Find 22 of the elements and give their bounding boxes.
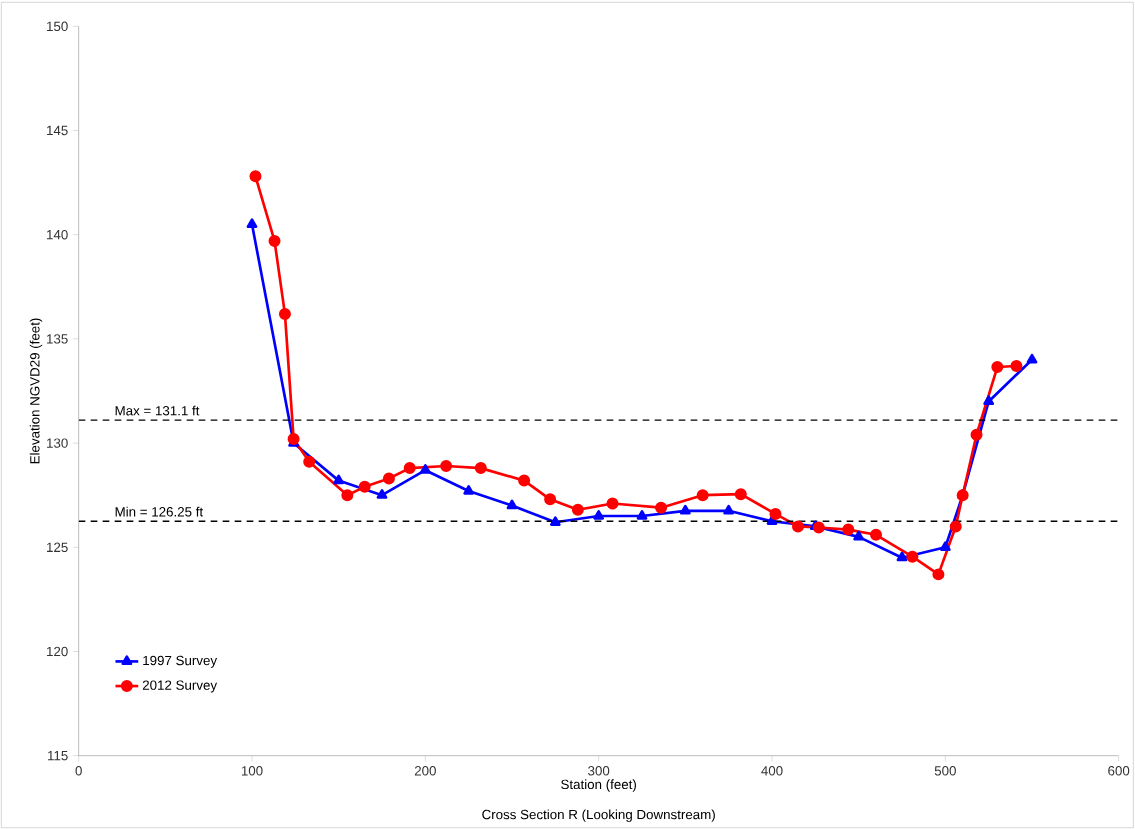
y-axis-title: Elevation NGVD29 (feet) [29,318,43,464]
x-tick-label: 400 [761,766,783,776]
x-tick-label: 100 [241,766,263,776]
y-tick-label: 135 [47,334,68,344]
legend-label: 2012 Survey [142,680,218,693]
x-tick-label: 200 [414,766,436,776]
x-tick-label: 600 [1108,766,1130,776]
x-axis-title: Station (feet) [561,779,636,792]
x-tick-label: 500 [934,766,956,776]
y-tick-label: 125 [47,542,68,552]
y-tick-label: 115 [48,751,68,761]
ref-line-label: Min = 126.25 ft [115,506,204,517]
ref-line-label: Max = 131.1 ft [115,405,200,416]
y-tick-label: 120 [47,646,68,657]
y-tick-label: 140 [47,230,68,240]
legend-label: 1997 Survey [143,655,218,668]
x-tick-label: 300 [588,766,610,776]
y-tick-label: 145 [47,125,68,136]
y-tick-label: 150 [47,21,68,32]
x-tick-label: 0 [75,766,82,776]
y-tick-label: 130 [47,438,68,448]
text: Cross Section R (Looking Downstream) [482,809,715,822]
